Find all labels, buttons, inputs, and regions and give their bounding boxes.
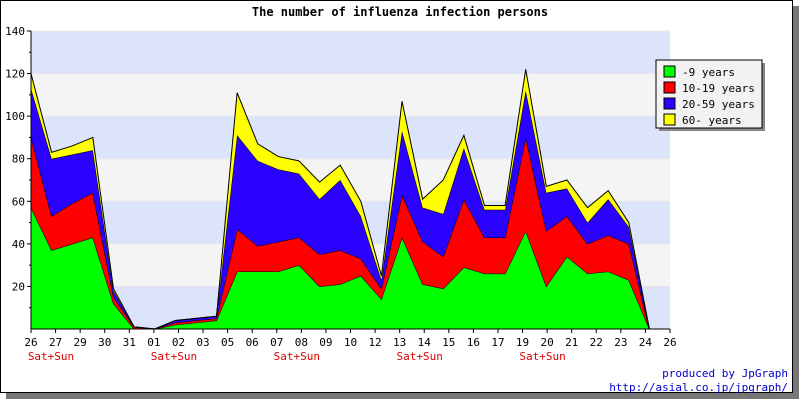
- weekend-label: Sat+Sun: [274, 350, 320, 363]
- x-tick-label: 07: [270, 336, 283, 349]
- x-tick-label: 17: [491, 336, 504, 349]
- x-tick-label: 20: [540, 336, 553, 349]
- x-tick-label: 29: [74, 336, 87, 349]
- credit-url[interactable]: http://asial.co.jp/jpgraph/: [609, 381, 788, 394]
- x-tick-label: 14: [418, 336, 432, 349]
- credit-produced-by: produced by JpGraph: [662, 367, 788, 380]
- x-tick-label: 22: [590, 336, 603, 349]
- y-tick-label: 40: [12, 238, 25, 251]
- plot-band: [31, 116, 670, 159]
- legend-swatch-4: [663, 113, 676, 126]
- x-tick-label: 09: [319, 336, 332, 349]
- weekend-label: Sat+Sun: [28, 350, 74, 363]
- legend-label-1: -9 years: [682, 66, 735, 79]
- x-tick-label: 21: [565, 336, 578, 349]
- weekend-label: Sat+Sun: [151, 350, 197, 363]
- y-tick-label: 100: [5, 110, 25, 123]
- chart-title: The number of influenza infection person…: [252, 5, 548, 19]
- x-tick-label: 01: [147, 336, 160, 349]
- area-outline-4: [30, 69, 670, 330]
- frame-shadow-right: [793, 6, 799, 399]
- x-tick-label: 23: [614, 336, 627, 349]
- y-tick-label: 20: [12, 280, 25, 293]
- legend: -9 years 10-19 years 20-59 years 60- years: [655, 59, 763, 129]
- x-tick-label: 13: [393, 336, 406, 349]
- y-tick-label: 120: [5, 68, 25, 81]
- x-tick-label: 12: [368, 336, 381, 349]
- x-tick-label: 10: [344, 336, 357, 349]
- x-tick-label: 26: [663, 336, 676, 349]
- x-tick-label: 02: [172, 336, 185, 349]
- legend-label-4: 60- years: [682, 114, 742, 127]
- area-series-1: [31, 207, 670, 329]
- plot-band: [31, 31, 670, 74]
- legend-swatch-3: [663, 97, 676, 110]
- x-tick-label: 27: [49, 336, 62, 349]
- x-tick-label: 30: [98, 336, 111, 349]
- x-tick-label: 24: [639, 336, 653, 349]
- x-tick-label: 26: [24, 336, 37, 349]
- y-tick-label: 80: [12, 153, 25, 166]
- area-series-3: [31, 88, 670, 329]
- legend-swatch-2: [663, 81, 676, 94]
- y-tick-label: 60: [12, 195, 25, 208]
- x-tick-label: 31: [123, 336, 136, 349]
- x-tick-label: 08: [295, 336, 308, 349]
- y-tick-label: 140: [5, 25, 25, 38]
- x-tick-label: 16: [467, 336, 480, 349]
- legend-label-2: 10-19 years: [682, 82, 755, 95]
- legend-label-3: 20-59 years: [682, 98, 755, 111]
- legend-swatch-1: [663, 65, 676, 78]
- x-tick-label: 03: [196, 336, 209, 349]
- weekend-label: Sat+Sun: [519, 350, 565, 363]
- frame-shadow-bottom: [6, 393, 799, 399]
- x-tick-label: 15: [442, 336, 455, 349]
- x-tick-label: 06: [246, 336, 259, 349]
- weekend-label: Sat+Sun: [396, 350, 442, 363]
- plot-band: [31, 73, 670, 117]
- area-series-2: [31, 137, 670, 329]
- x-tick-label: 19: [516, 336, 529, 349]
- x-tick-label: 05: [221, 336, 234, 349]
